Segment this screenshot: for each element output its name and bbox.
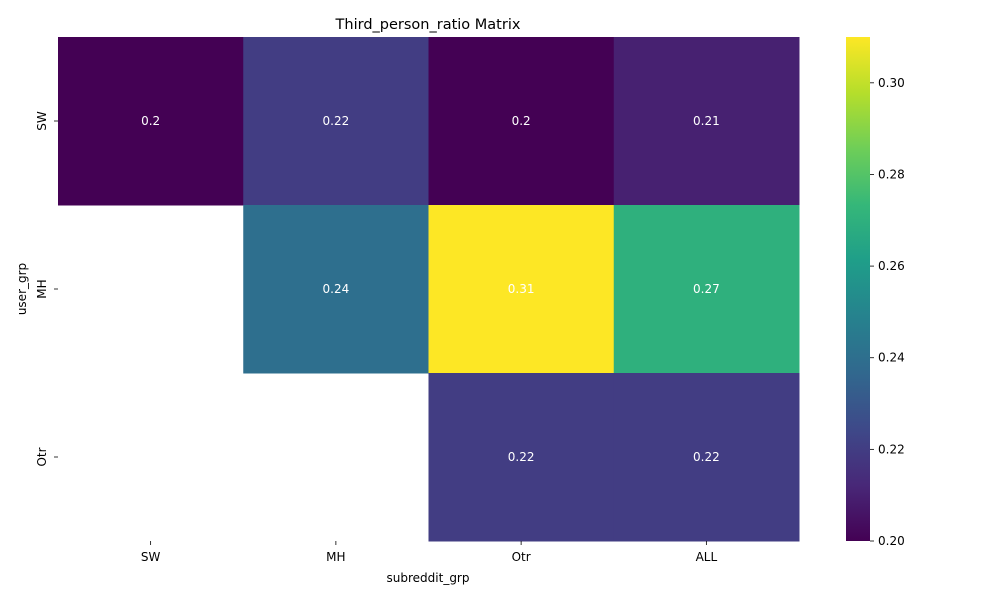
heatmap-cell-sw-sw: [58, 37, 244, 206]
heatmap-cell-mh-mh: [243, 205, 429, 374]
x-tick-label: SW: [141, 550, 161, 564]
y-tick-label: MH: [35, 279, 49, 298]
colorbar-tick-label: 0.30: [878, 76, 905, 90]
heatmap-cell-otr-all: [613, 373, 800, 542]
heatmap-cell-sw-all: [613, 37, 800, 206]
heatmap-cells: [58, 37, 800, 542]
x-axis-title: subreddit_grp: [387, 571, 470, 585]
cell-value-label: 0.31: [508, 282, 535, 296]
x-tick-label: Otr: [512, 550, 531, 564]
cell-value-label: 0.21: [693, 114, 720, 128]
colorbar-ticks: 0.20 0.22 0.24 0.26 0.28 0.30: [870, 76, 905, 548]
colorbar-tick-label: 0.22: [878, 442, 905, 456]
y-axis-title: user_grp: [15, 263, 29, 315]
colorbar-tick-label: 0.20: [878, 534, 905, 548]
y-tick-label: SW: [35, 111, 49, 131]
colorbar-tick-label: 0.26: [878, 259, 905, 273]
heatmap-cell-mh-all: [613, 205, 800, 374]
heatmap-cell-otr-otr: [428, 373, 615, 542]
y-axis-ticks: SW MH Otr: [35, 111, 58, 467]
cell-value-label: 0.22: [693, 450, 720, 464]
y-tick-label: Otr: [35, 447, 49, 466]
x-tick-label: ALL: [696, 550, 718, 564]
heatmap-cell-mh-otr: [428, 205, 615, 374]
cell-value-label: 0.2: [141, 114, 160, 128]
x-axis-ticks: SW MH Otr ALL: [141, 541, 718, 564]
colorbar-tick-label: 0.28: [878, 167, 905, 181]
cell-value-label: 0.22: [508, 450, 535, 464]
heatmap-cell-sw-mh: [243, 37, 429, 206]
cell-value-label: 0.2: [512, 114, 531, 128]
heatmap-cell-sw-otr: [428, 37, 615, 206]
x-tick-label: MH: [326, 550, 345, 564]
chart-title: Third_person_ratio Matrix: [335, 17, 521, 33]
colorbar: [846, 37, 870, 541]
heatmap-cell-labels: 0.2 0.22 0.2 0.21 0.24 0.31 0.27 0.22 0.22: [141, 114, 720, 464]
cell-value-label: 0.24: [323, 282, 350, 296]
colorbar-tick-label: 0.24: [878, 351, 905, 365]
cell-value-label: 0.22: [323, 114, 350, 128]
cell-value-label: 0.27: [693, 282, 720, 296]
